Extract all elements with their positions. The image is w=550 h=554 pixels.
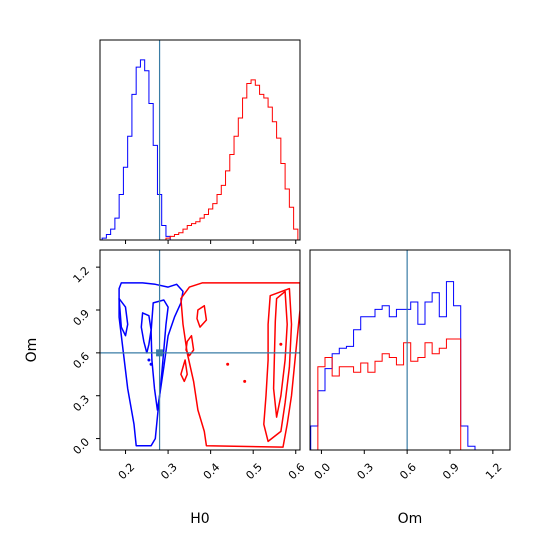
contour-point-0-1 [147,358,151,362]
contour-1-5 [180,359,188,383]
h0-xtick-label-4: 0.6 [286,461,308,483]
contour-layer [118,282,300,448]
om-xtick-label-3: 0.9 [440,461,462,483]
om-hist-series-0 [310,281,490,451]
contour-1-1 [263,287,293,443]
contour-frame [99,249,301,451]
h0-hist-series-0 [101,59,175,241]
truth-marker [156,349,164,357]
om-xtick-label-0: 0.0 [312,461,334,483]
y-axis-label-om: Om [24,338,40,363]
om-ytick-label-0: 0.0 [71,436,93,458]
h0-xtick-label-2: 0.4 [201,461,223,483]
h0-xtick-label-0: 0.2 [116,461,138,483]
contour-1-3 [196,304,208,328]
om-ytick-label-3: 0.9 [71,307,93,329]
contour-point-1-2 [243,379,247,383]
om-ytick-label-1: 0.3 [71,393,93,415]
contour-1-2 [272,290,288,418]
om-marginal-panel: 0.0 0.3 0.6 0.9 1.2 [309,249,511,483]
contour-point-0-2 [149,362,153,366]
h0-om-contour-panel: 0.2 0.3 0.4 0.5 0.6 0.0 0.3 0.6 0.9 1.2 [71,249,308,483]
h0-marginal-panel [99,39,301,244]
om-hist-series-1 [317,338,468,451]
x-axis-label-h0: H0 [190,511,209,527]
contour-point-1-1 [226,362,230,366]
om-xtick-label-1: 0.3 [354,461,376,483]
x-axis-label-om: Om [398,511,423,527]
om-ytick-label-4: 1.2 [71,264,93,286]
om-xtick-label-4: 1.2 [483,461,505,483]
h0-xtick-label-1: 0.3 [158,461,180,483]
om-ytick-label-2: 0.6 [71,350,93,372]
contour-0-3 [118,297,129,337]
om-marginal-frame [309,249,511,451]
contour-0-2 [140,312,152,354]
h0-hist-series-1 [165,79,299,240]
h0-xtick-label-3: 0.5 [243,461,265,483]
contour-0-1 [150,299,169,411]
om-xtick-label-2: 0.6 [397,461,419,483]
contour-1-0 [180,282,300,448]
h0-marginal-frame [99,39,301,241]
contour-point-1-0 [279,342,283,346]
